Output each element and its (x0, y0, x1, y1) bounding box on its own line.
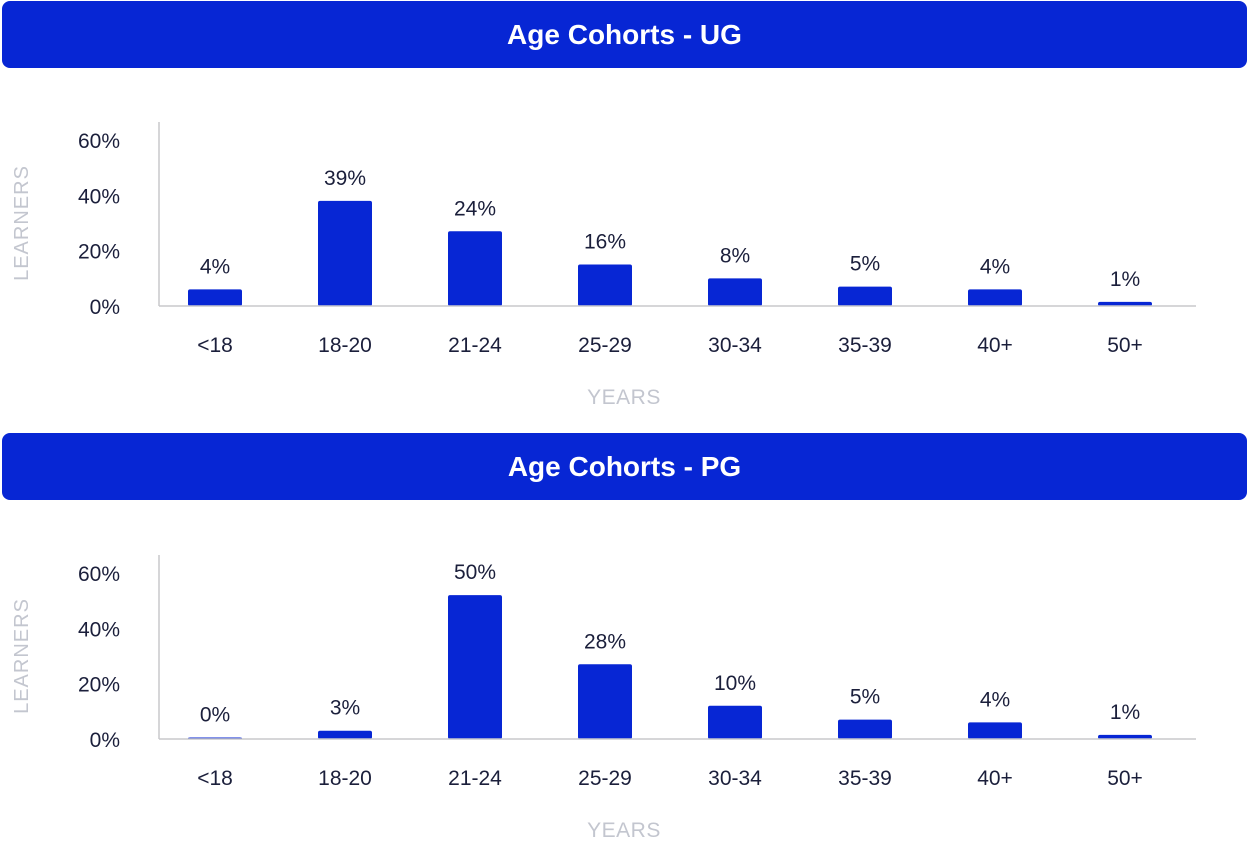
x-tick-label: 18-20 (318, 767, 372, 790)
data-label: 50% (454, 561, 496, 584)
data-label: 0% (200, 704, 230, 727)
y-tick-label: 40% (78, 618, 120, 641)
x-axis-title: YEARS (587, 819, 661, 842)
y-tick-label: 60% (78, 563, 120, 586)
bar (1098, 301, 1152, 306)
chart-title-banner-pg: Age Cohorts - PG (2, 433, 1247, 500)
x-tick-label: 21-24 (448, 767, 502, 790)
bar (578, 664, 632, 739)
chart-title-banner-ug: Age Cohorts - UG (2, 1, 1247, 68)
x-tick-label: 25-29 (578, 334, 632, 357)
x-tick-label: 30-34 (708, 767, 762, 790)
data-label: 1% (1110, 268, 1140, 291)
data-label: 39% (324, 167, 366, 190)
x-tick-label: 35-39 (838, 334, 892, 357)
y-axis-title: LEARNERS (11, 165, 33, 281)
chart-title: Age Cohorts - PG (507, 450, 742, 482)
x-tick-label: 50+ (1107, 767, 1143, 790)
data-label: 4% (200, 255, 230, 278)
x-tick-label: 40+ (977, 767, 1013, 790)
x-tick-label: 50+ (1107, 334, 1143, 357)
bar (708, 705, 762, 739)
x-axis-title: YEARS (587, 386, 661, 409)
bar (318, 730, 372, 739)
bar (318, 200, 372, 306)
bar (578, 264, 632, 306)
data-label: 4% (980, 255, 1010, 278)
y-axis-title: LEARNERS (11, 598, 33, 714)
x-tick-label: <18 (197, 767, 233, 790)
x-tick-label: 25-29 (578, 767, 632, 790)
x-tick-label: 35-39 (838, 767, 892, 790)
bar (838, 719, 892, 739)
bar-chart-pg: LEARNERS 0% 20% 40% 60% 0% <18 3% 18-20 50% 21-24 2… (11, 555, 1196, 842)
chart-title: Age Cohorts - UG (507, 18, 742, 50)
bar-chart-ug: LEARNERS 0% 20% 40% 60% 4% <18 39% 18-20 24% 21-24… (11, 122, 1196, 409)
y-tick-label: 0% (90, 729, 120, 752)
data-label: 5% (850, 253, 880, 276)
bar (838, 286, 892, 306)
bar (968, 722, 1022, 739)
y-tick-label: 40% (78, 185, 120, 208)
bar (448, 595, 502, 739)
data-label: 8% (720, 244, 750, 267)
bar (188, 289, 242, 306)
y-tick-label: 60% (78, 130, 120, 153)
data-label: 10% (714, 672, 756, 695)
y-tick-label: 0% (90, 296, 120, 319)
data-label: 5% (850, 686, 880, 709)
bar (968, 289, 1022, 306)
data-label: 24% (454, 197, 496, 220)
data-label: 4% (980, 688, 1010, 711)
data-label: 1% (1110, 701, 1140, 724)
bar (448, 231, 502, 306)
x-tick-label: 21-24 (448, 334, 502, 357)
data-label: 28% (584, 630, 626, 653)
x-tick-label: 30-34 (708, 334, 762, 357)
x-tick-label: 18-20 (318, 334, 372, 357)
bar (708, 278, 762, 306)
y-tick-label: 20% (78, 241, 120, 264)
x-tick-label: 40+ (977, 334, 1013, 357)
x-tick-label: <18 (197, 334, 233, 357)
y-tick-label: 20% (78, 674, 120, 697)
bar (1098, 734, 1152, 739)
data-label: 16% (584, 231, 626, 254)
data-label: 3% (330, 697, 360, 720)
